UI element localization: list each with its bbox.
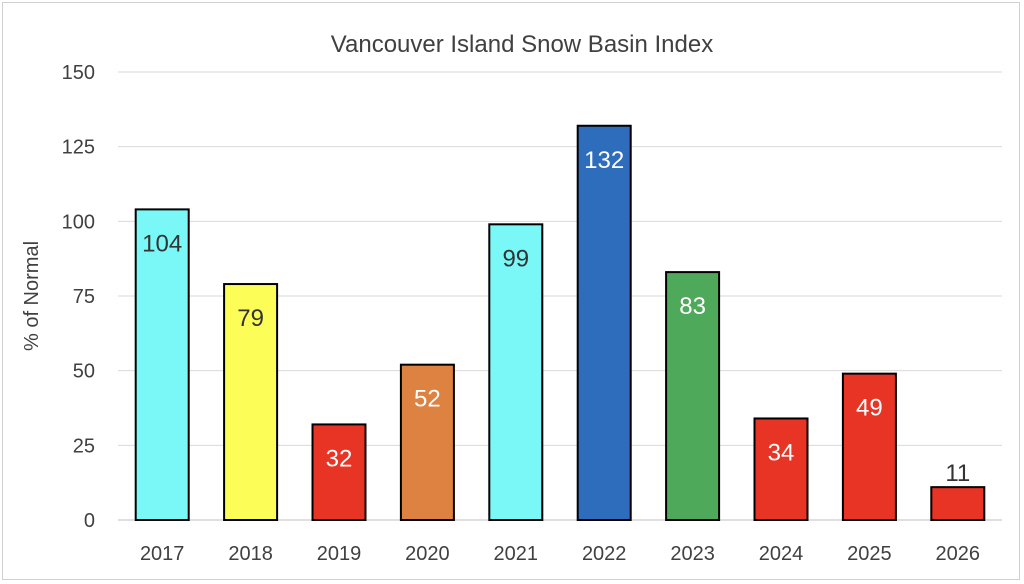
bar-value-label: 83	[679, 293, 706, 320]
bar-value-label: 32	[326, 445, 353, 472]
bar-value-label: 49	[856, 395, 883, 422]
y-tick-label: 125	[62, 137, 95, 159]
x-tick-label: 2023	[670, 543, 715, 565]
x-tick-label: 2019	[317, 543, 362, 565]
y-tick-label: 150	[62, 62, 95, 84]
bar	[841, 372, 897, 521]
bar	[134, 208, 190, 522]
y-tick-label: 100	[62, 211, 95, 233]
bar	[930, 486, 986, 521]
bar	[223, 283, 279, 522]
y-tick-label: 0	[84, 510, 95, 532]
x-tick-label: 2024	[759, 543, 804, 565]
bar-value-label: 132	[584, 147, 624, 174]
x-tick-label: 2022	[582, 543, 627, 565]
bar-value-label: 79	[237, 305, 264, 332]
y-axis-title: % of Normal	[21, 241, 43, 351]
y-tick-labels: 0 25 50 75 100 125 150	[62, 62, 95, 532]
bar	[576, 124, 632, 521]
bar-value-label: 34	[768, 439, 795, 466]
x-tick-label: 2020	[405, 543, 450, 565]
bar-value-label: 11	[945, 460, 970, 487]
x-tick-label: 2026	[936, 543, 981, 565]
chart-title: Vancouver Island Snow Basin Index	[331, 31, 713, 58]
bar	[753, 417, 809, 522]
x-tick-label: 2017	[140, 543, 185, 565]
y-tick-label: 75	[73, 286, 95, 308]
bars: 104 79 32 52 99 132 83 34 49 11	[134, 124, 986, 522]
bar-value-label: 104	[142, 230, 182, 257]
bar	[665, 271, 721, 521]
y-tick-label: 50	[73, 361, 95, 383]
bar	[399, 363, 455, 521]
bar-value-label: 52	[414, 386, 441, 413]
x-tick-label: 2018	[228, 543, 273, 565]
bar	[311, 423, 367, 521]
bar-value-label: 99	[502, 245, 529, 272]
x-tick-label: 2021	[494, 543, 539, 565]
x-tick-label: 2025	[847, 543, 892, 565]
bar	[488, 223, 544, 521]
x-tick-labels: 2017 2018 2019 2020 2021 2022 2023 2024 2025 2026	[140, 543, 980, 565]
y-tick-label: 25	[73, 435, 95, 457]
